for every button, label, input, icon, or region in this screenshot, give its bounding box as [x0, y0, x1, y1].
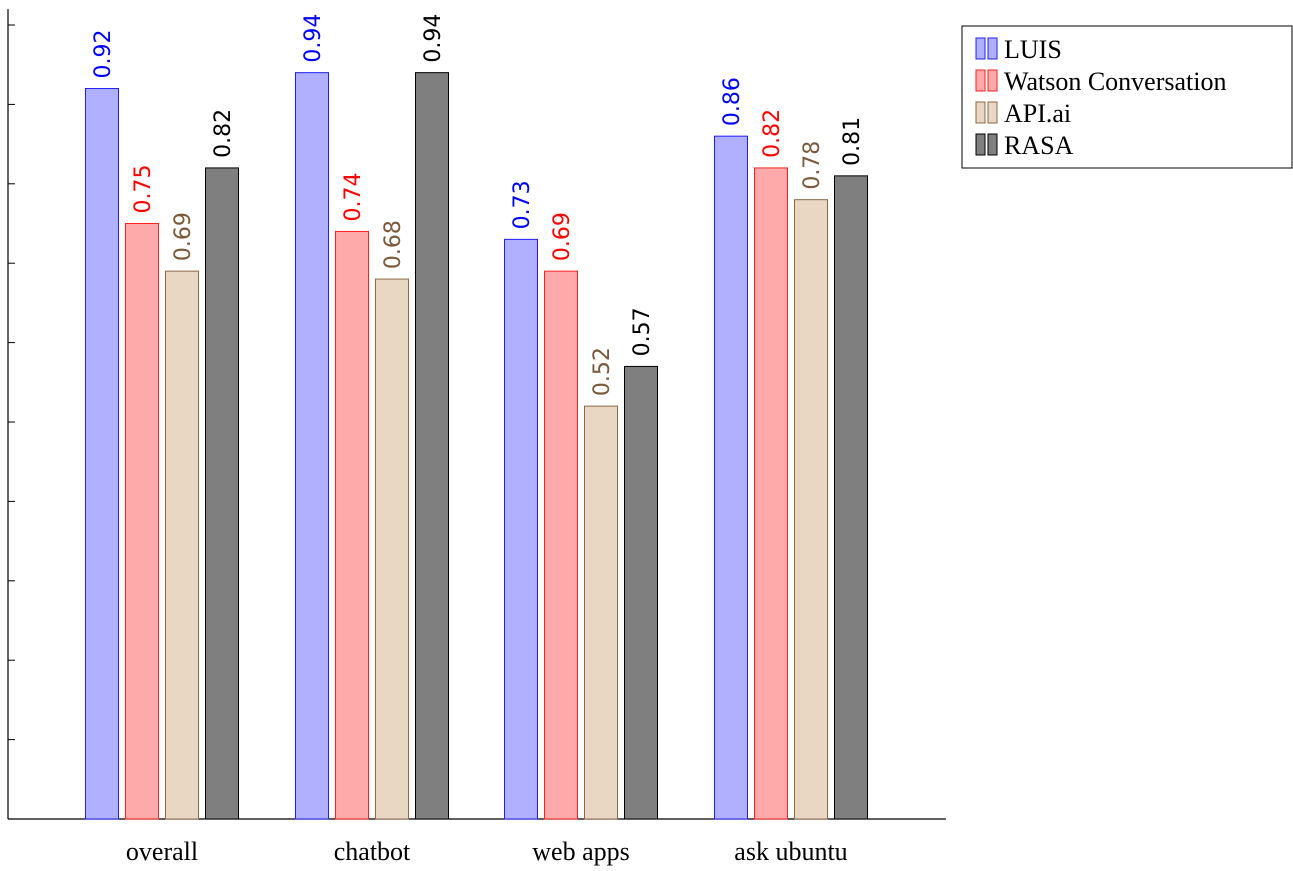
x-tick-label: web apps — [532, 837, 629, 866]
x-tick-label: ask ubuntu — [734, 837, 847, 866]
data-label: 0.82 — [211, 109, 236, 158]
legend-entry: API.ai — [1004, 99, 1071, 128]
legend-swatch — [975, 133, 986, 156]
x-tick-label: overall — [126, 837, 198, 866]
legend-swatch — [975, 101, 986, 124]
data-label: 0.57 — [630, 307, 655, 356]
x-tick-label: chatbot — [334, 837, 411, 866]
data-label: 0.69 — [171, 212, 196, 261]
legend-swatch — [987, 69, 998, 92]
legend-entry: Watson Conversation — [1004, 67, 1227, 96]
data-label: 0.82 — [760, 109, 785, 158]
bar — [295, 72, 329, 820]
data-label: 0.92 — [91, 30, 116, 79]
data-label: 0.94 — [301, 14, 326, 63]
data-label: 0.75 — [131, 165, 156, 214]
data-label: 0.74 — [341, 172, 366, 221]
bar — [85, 88, 119, 820]
data-label: 0.86 — [720, 77, 745, 126]
bar — [794, 199, 828, 820]
bar — [624, 365, 658, 820]
legend-box — [961, 25, 1293, 169]
legend-swatch — [987, 101, 998, 124]
legend-swatch — [987, 133, 998, 156]
bar — [754, 167, 788, 820]
data-label: 0.69 — [550, 212, 575, 261]
bar — [415, 72, 449, 820]
data-label: 0.94 — [421, 14, 446, 63]
bar — [504, 238, 538, 820]
legend-entry: RASA — [1004, 131, 1074, 160]
data-label: 0.81 — [840, 117, 865, 166]
legend-entry: LUIS — [1004, 35, 1062, 64]
data-label: 0.68 — [381, 220, 406, 269]
data-label: 0.73 — [510, 180, 535, 229]
bar — [544, 270, 578, 820]
legend-swatch — [975, 69, 986, 92]
bar — [375, 278, 409, 820]
data-label: 0.52 — [590, 347, 615, 396]
legend-swatch — [975, 37, 986, 60]
bar — [125, 223, 159, 820]
bar — [584, 405, 618, 820]
bar — [335, 230, 369, 820]
bar — [834, 175, 868, 820]
legend-swatch — [987, 37, 998, 60]
bar — [205, 167, 239, 820]
data-label: 0.78 — [800, 141, 825, 190]
bar — [165, 270, 199, 820]
bar — [714, 135, 748, 820]
